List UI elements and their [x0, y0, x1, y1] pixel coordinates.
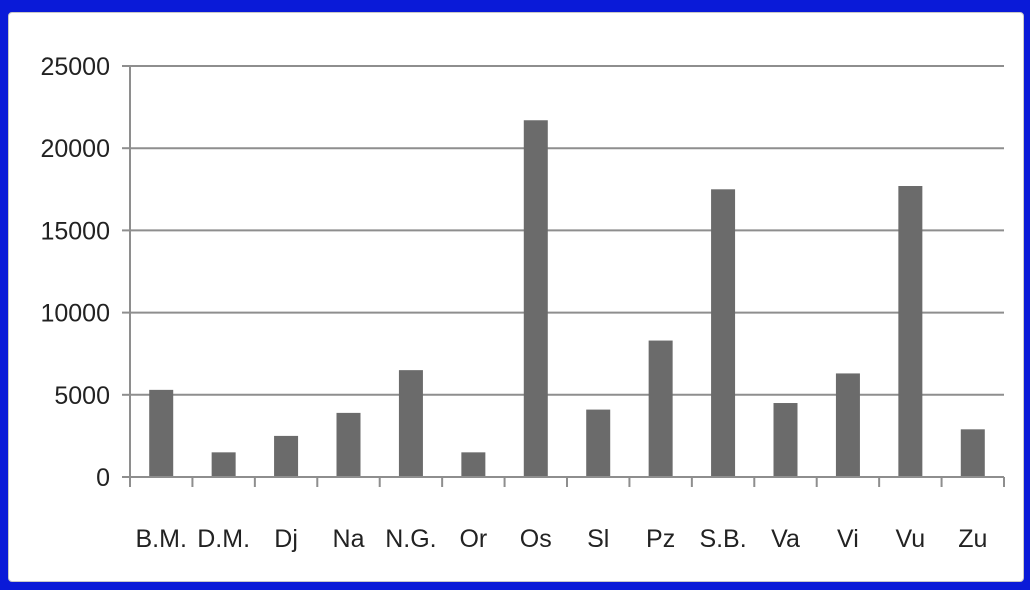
x-tick-label: Va — [771, 525, 800, 553]
bar-Va — [773, 403, 798, 477]
gridlines — [130, 65, 1004, 396]
chart-area — [8, 12, 1024, 582]
bar-Vu — [898, 186, 923, 477]
bar-Vi — [835, 373, 860, 477]
bar-N.G. — [398, 370, 423, 477]
x-tick-label: D.M. — [197, 525, 250, 553]
bar-S.B. — [711, 189, 736, 478]
x-tick-label: Zu — [958, 525, 987, 553]
y-tick-label: 25000 — [40, 53, 110, 81]
x-tick-label: Pz — [646, 525, 675, 553]
y-tick-label: 5000 — [54, 382, 110, 410]
x-tick-label: B.M. — [136, 525, 187, 553]
bar-Os — [523, 120, 548, 477]
x-tick-label: Vu — [896, 525, 926, 553]
y-tick-label: 15000 — [40, 217, 110, 245]
y-tick-labels: 0 5000 10000 15000 20000 25000 — [40, 53, 110, 492]
x-tick-labels: B.M. D.M. Dj Na N.G. Or Os Sl Pz S.B. Va Vi Vu Zu — [136, 525, 988, 553]
bar-D.M. — [211, 452, 236, 477]
x-tick-label: Dj — [274, 525, 298, 553]
bar-Pz — [648, 340, 673, 477]
x-tick-label: S.B. — [699, 525, 746, 553]
bar-Dj — [274, 435, 299, 477]
x-tick-label: Vi — [837, 525, 859, 553]
bar-Zu — [960, 429, 985, 477]
bar-Na — [336, 412, 361, 477]
y-tick-label: 0 — [96, 464, 110, 492]
x-tick-label: Or — [459, 525, 487, 553]
x-tick-label: Sl — [587, 525, 609, 553]
bars — [149, 120, 985, 478]
x-tick-label: Na — [333, 525, 365, 553]
bar-Sl — [586, 409, 611, 477]
bar-B.M. — [149, 389, 174, 477]
axes — [122, 65, 1005, 487]
bar-Or — [461, 452, 486, 477]
y-tick-label: 20000 — [40, 135, 110, 163]
x-tick-label: Os — [520, 525, 552, 553]
x-tick-label: N.G. — [385, 525, 436, 553]
y-tick-label: 10000 — [40, 300, 110, 328]
